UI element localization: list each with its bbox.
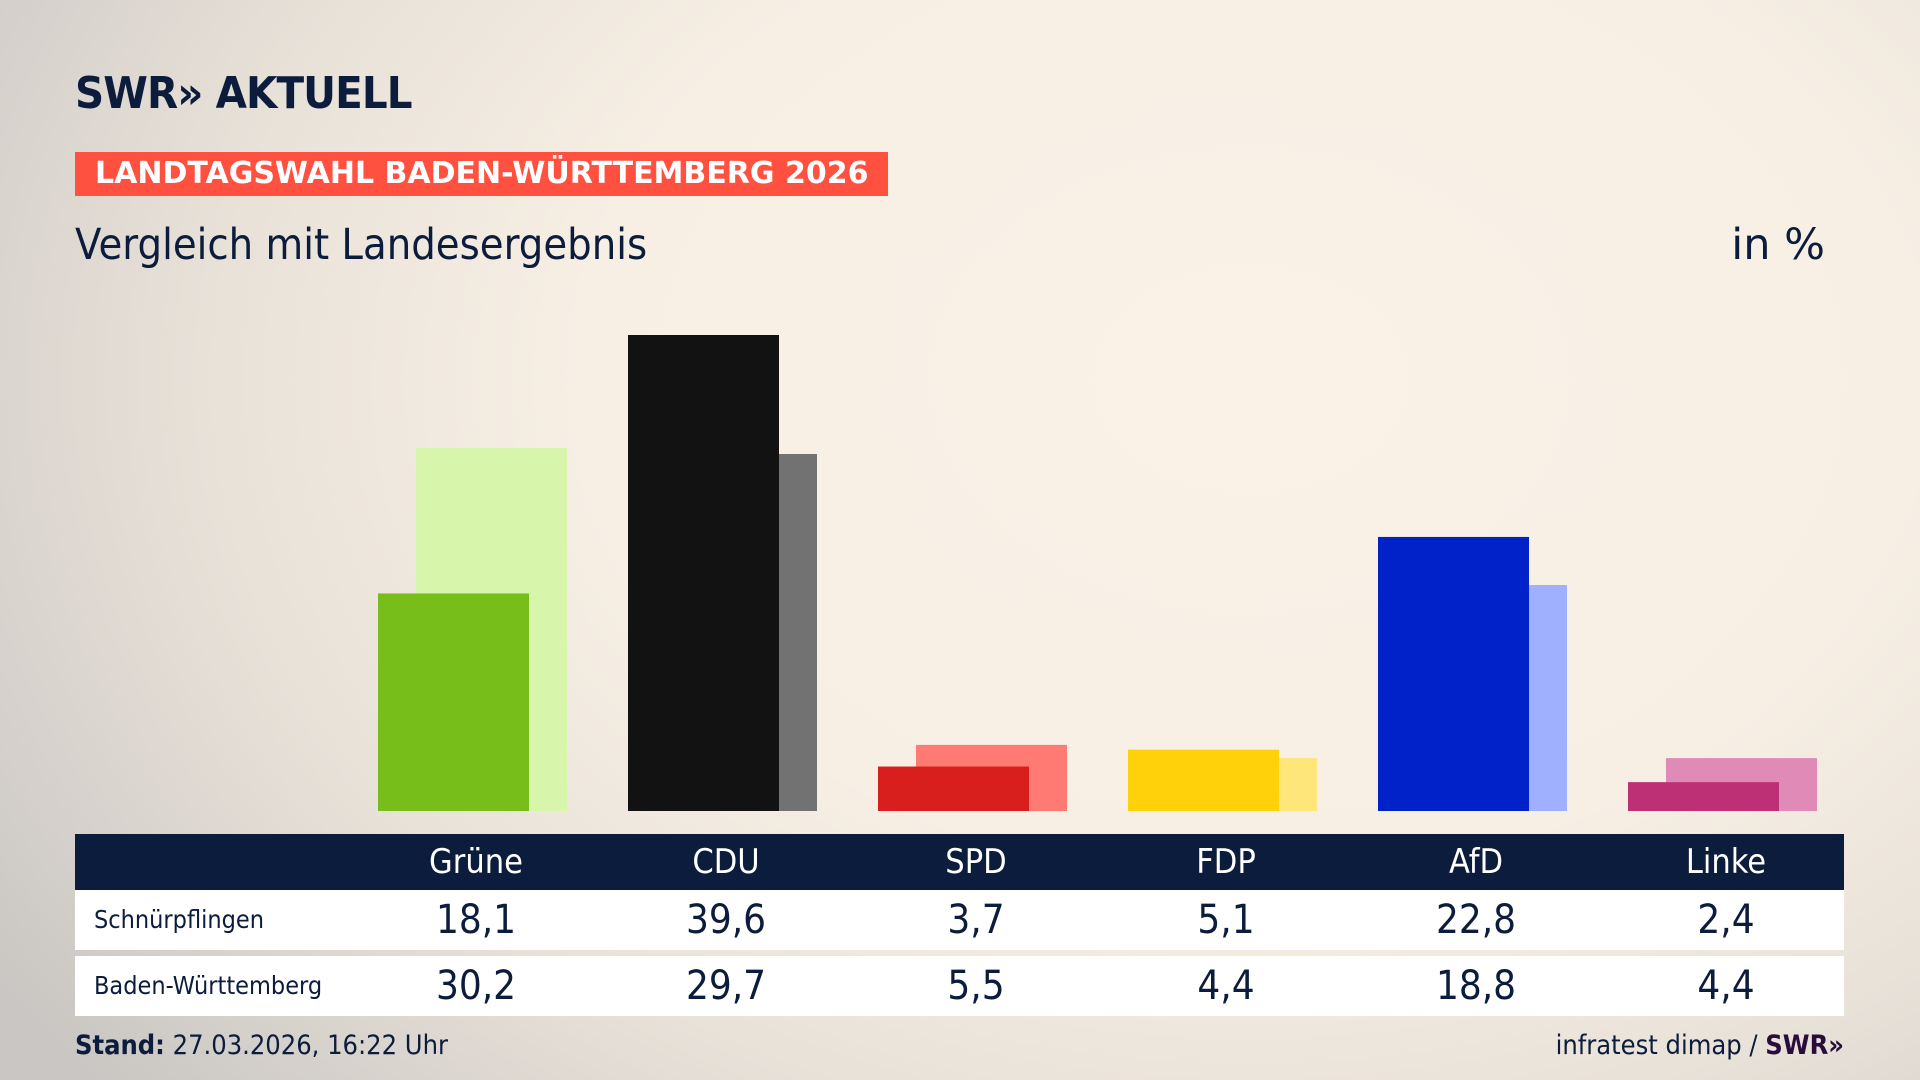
election-banner: LANDTAGSWAHL BADEN-WÜRTTEMBERG 2026: [75, 152, 889, 196]
bar-local-afd: [1378, 536, 1529, 811]
value-cell: 2,4: [1697, 897, 1755, 943]
table-row: Schnürpflingen 18,1 39,6 3,7 5,1 22,8 2,4: [75, 890, 1844, 950]
value-cell: 22,8: [1435, 897, 1517, 943]
bar-local-grüne: [378, 593, 529, 811]
source-text: infratest dimap /: [1555, 1030, 1758, 1061]
stand-value: 27.03.2026, 16:22 Uhr: [172, 1030, 448, 1061]
value-cell: 39,6: [685, 897, 767, 943]
column-header: FDP: [1196, 842, 1256, 882]
table-header: Grüne CDU SPD FDP AfD Linke: [75, 834, 1844, 890]
column-header: Grüne: [429, 842, 523, 882]
bar-chart: [378, 335, 1817, 811]
stand-label: Stand:: [75, 1030, 165, 1061]
bar-local-linke: [1628, 782, 1779, 811]
value-cell: 3,7: [947, 897, 1005, 943]
unit-label: in %: [1731, 220, 1825, 270]
value-cell: 30,2: [435, 963, 517, 1009]
value-cell: 29,7: [685, 963, 767, 1009]
bar-local-fdp: [1128, 749, 1279, 811]
column-header: Linke: [1685, 842, 1767, 882]
swr-aktuell-logo: SWR» AKTUELL: [75, 68, 413, 119]
results-table: Grüne CDU SPD FDP AfD Linke Schnürpflingen 18…: [75, 834, 1844, 1016]
value-cell: 4,4: [1697, 963, 1755, 1009]
row-label: Schnürpflingen: [94, 905, 265, 934]
value-cell: 4,4: [1197, 963, 1255, 1009]
bar-local-spd: [878, 766, 1029, 811]
chart-subtitle: Vergleich mit Landesergebnis: [75, 220, 648, 270]
value-cell: 18,8: [1435, 963, 1517, 1009]
bar-local-cdu: [628, 335, 779, 811]
value-cell: 5,5: [947, 963, 1005, 1009]
timestamp: Stand: 27.03.2026, 16:22 Uhr: [75, 1030, 448, 1061]
value-cell: 18,1: [435, 897, 517, 943]
column-header: CDU: [692, 842, 760, 882]
column-header: SPD: [945, 842, 1007, 882]
value-cell: 5,1: [1197, 897, 1255, 943]
swr-logo: SWR»: [1765, 1030, 1844, 1061]
table-row: Baden-Württemberg 30,2 29,7 5,5 4,4 18,8 4,4: [75, 956, 1844, 1016]
source: infratest dimap / SWR»: [1556, 1030, 1844, 1061]
column-header: AfD: [1448, 842, 1504, 882]
row-label: Baden-Württemberg: [94, 971, 323, 1000]
